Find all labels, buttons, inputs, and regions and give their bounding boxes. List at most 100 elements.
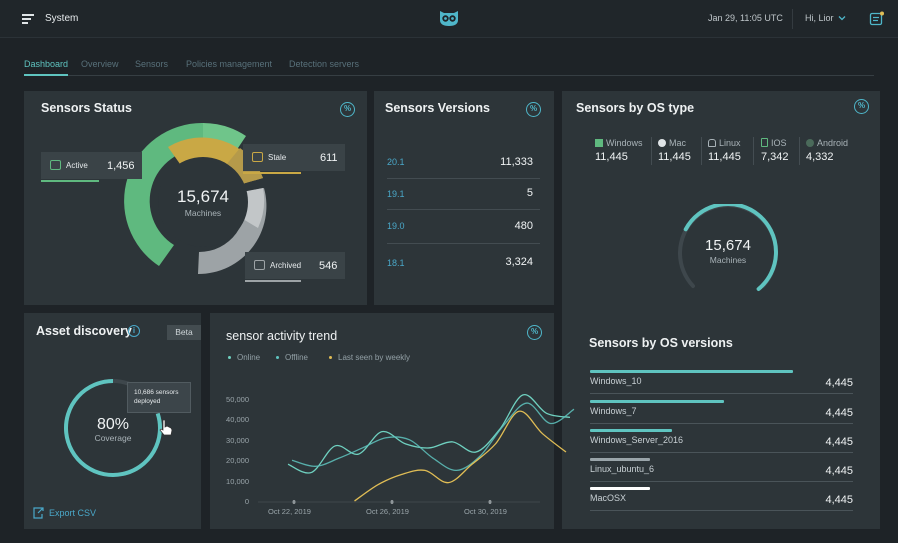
os-version-track — [590, 481, 853, 482]
monitor-icon — [50, 160, 61, 170]
legend-active[interactable]: Active 1,456 — [41, 152, 142, 182]
os-type-android[interactable]: Android 4,332 — [806, 138, 848, 163]
os-version-bar — [590, 429, 672, 432]
os-ring-progress — [683, 204, 778, 291]
os-version-bar — [590, 487, 651, 490]
os-version-label: Linux_ubuntu_6 — [590, 464, 655, 474]
os-separator — [651, 137, 652, 165]
coverage-ring: 80% Coverage — [64, 379, 162, 477]
tooltip-line: deployed — [134, 398, 161, 405]
legend-label: Last seen by weekly — [338, 353, 411, 362]
os-versions-title: Sensors by OS versions — [589, 336, 733, 350]
series-line-online — [287, 394, 571, 474]
os-version-track — [590, 452, 853, 453]
chevron-down-icon[interactable] — [838, 14, 846, 22]
os-separator — [753, 137, 754, 165]
os-type-ios[interactable]: IOS 7,342 — [761, 138, 789, 163]
version-count: 5 — [526, 187, 533, 199]
version-count: 480 — [514, 220, 533, 232]
asset-discovery-title: Asset discovery — [36, 324, 132, 338]
tab-overview[interactable]: Overview — [81, 59, 119, 69]
version-count: 3,324 — [505, 256, 533, 268]
legend-archived-line — [245, 280, 301, 282]
row-divider — [387, 209, 540, 210]
percent-toggle-icon[interactable]: % — [340, 102, 355, 117]
tab-detection-servers[interactable]: Detection servers — [289, 59, 360, 69]
sensors-versions-title: Sensors Versions — [385, 101, 490, 115]
os-version-label: Windows_7 — [590, 406, 637, 416]
version-label: 18.1 — [387, 258, 405, 268]
legend-archived[interactable]: Archived 546 — [245, 252, 345, 282]
notification-icon[interactable] — [869, 11, 884, 26]
os-type-mac[interactable]: Mac 11,445 — [658, 138, 691, 163]
os-type-windows[interactable]: Windows 11,445 — [595, 138, 643, 163]
version-label: 19.1 — [387, 189, 405, 199]
tooltip-line: 10,686 sensors — [134, 389, 179, 396]
percent-toggle-icon[interactable]: % — [854, 99, 869, 114]
row-divider — [387, 178, 540, 179]
y-tick-label: 40,000 — [226, 415, 249, 425]
os-version-value: 4,445 — [825, 436, 853, 448]
os-version-label: MacOSX — [590, 493, 627, 503]
sensors-status-title: Sensors Status — [41, 101, 133, 115]
os-version-bar — [590, 400, 725, 403]
legend-offline[interactable]: Offline — [276, 353, 308, 362]
legend-label: Offline — [285, 353, 308, 362]
os-type-linux[interactable]: Linux 11,445 — [708, 138, 741, 163]
user-greeting[interactable]: Hi, Lior — [805, 13, 834, 23]
hand-cursor-icon — [159, 419, 173, 436]
series-line-offline — [291, 402, 575, 472]
monitor-icon — [252, 152, 263, 162]
tab-dashboard[interactable]: Dashboard — [24, 59, 69, 69]
tab-policies-management[interactable]: Policies management — [186, 59, 273, 69]
os-version-bar — [590, 458, 651, 461]
coverage-tooltip: 10,686 sensors deployed — [127, 382, 191, 413]
x-tick-label: Oct 30, 2019 — [464, 507, 507, 516]
legend-last-seen[interactable]: Last seen by weekly — [329, 353, 410, 362]
export-icon[interactable] — [33, 507, 44, 519]
percent-toggle-icon[interactable]: % — [527, 325, 542, 340]
y-tick-label: 10,000 — [226, 476, 249, 486]
sensors-versions-card — [374, 91, 554, 305]
os-version-value: 4,445 — [825, 494, 853, 506]
os-version-label: Windows_10 — [590, 376, 642, 386]
legend-stale-line — [243, 172, 301, 174]
y-tick-label: 30,000 — [226, 435, 249, 445]
os-version-track — [590, 423, 853, 424]
android-icon — [806, 139, 814, 147]
legend-dot — [329, 356, 332, 359]
os-version-value: 4,445 — [825, 407, 853, 419]
sensors-os-title: Sensors by OS type — [576, 101, 695, 115]
info-icon[interactable]: i — [128, 325, 140, 337]
os-version-bar — [590, 370, 793, 373]
legend-stale-value: 611 — [320, 152, 338, 164]
active-tab-indicator — [24, 74, 68, 76]
percent-toggle-icon[interactable]: % — [526, 102, 541, 117]
legend-active-line — [41, 180, 99, 182]
activity-trend-title: sensor activity trend — [226, 329, 338, 343]
machines-total: 15,674 — [177, 187, 229, 206]
activity-trend-card — [210, 313, 554, 529]
legend-online[interactable]: Online — [228, 353, 260, 362]
tab-sensors[interactable]: Sensors — [135, 59, 169, 69]
os-version-label: Windows_Server_2016 — [590, 435, 684, 445]
os-value: 11,445 — [595, 151, 628, 163]
row-divider — [387, 243, 540, 244]
legend-stale[interactable]: Stale 611 — [243, 144, 345, 174]
menu-icon[interactable] — [22, 14, 34, 24]
machines-label: Machines — [185, 208, 221, 218]
export-csv-link[interactable]: Export CSV — [49, 508, 97, 518]
x-tick-label: Oct 26, 2019 — [366, 507, 409, 516]
os-value: 11,445 — [658, 151, 691, 163]
coverage-ring-progress — [64, 379, 162, 477]
monitor-icon — [254, 260, 265, 270]
legend-active-label: Active — [66, 161, 88, 170]
y-tick-label: 50,000 — [226, 395, 249, 404]
linux-icon — [708, 139, 716, 147]
legend-active-value: 1,456 — [107, 160, 135, 172]
os-name: Android — [817, 138, 849, 148]
os-value: 4,332 — [806, 151, 834, 163]
beta-badge: Beta — [167, 325, 201, 340]
os-value: 7,342 — [761, 151, 789, 163]
